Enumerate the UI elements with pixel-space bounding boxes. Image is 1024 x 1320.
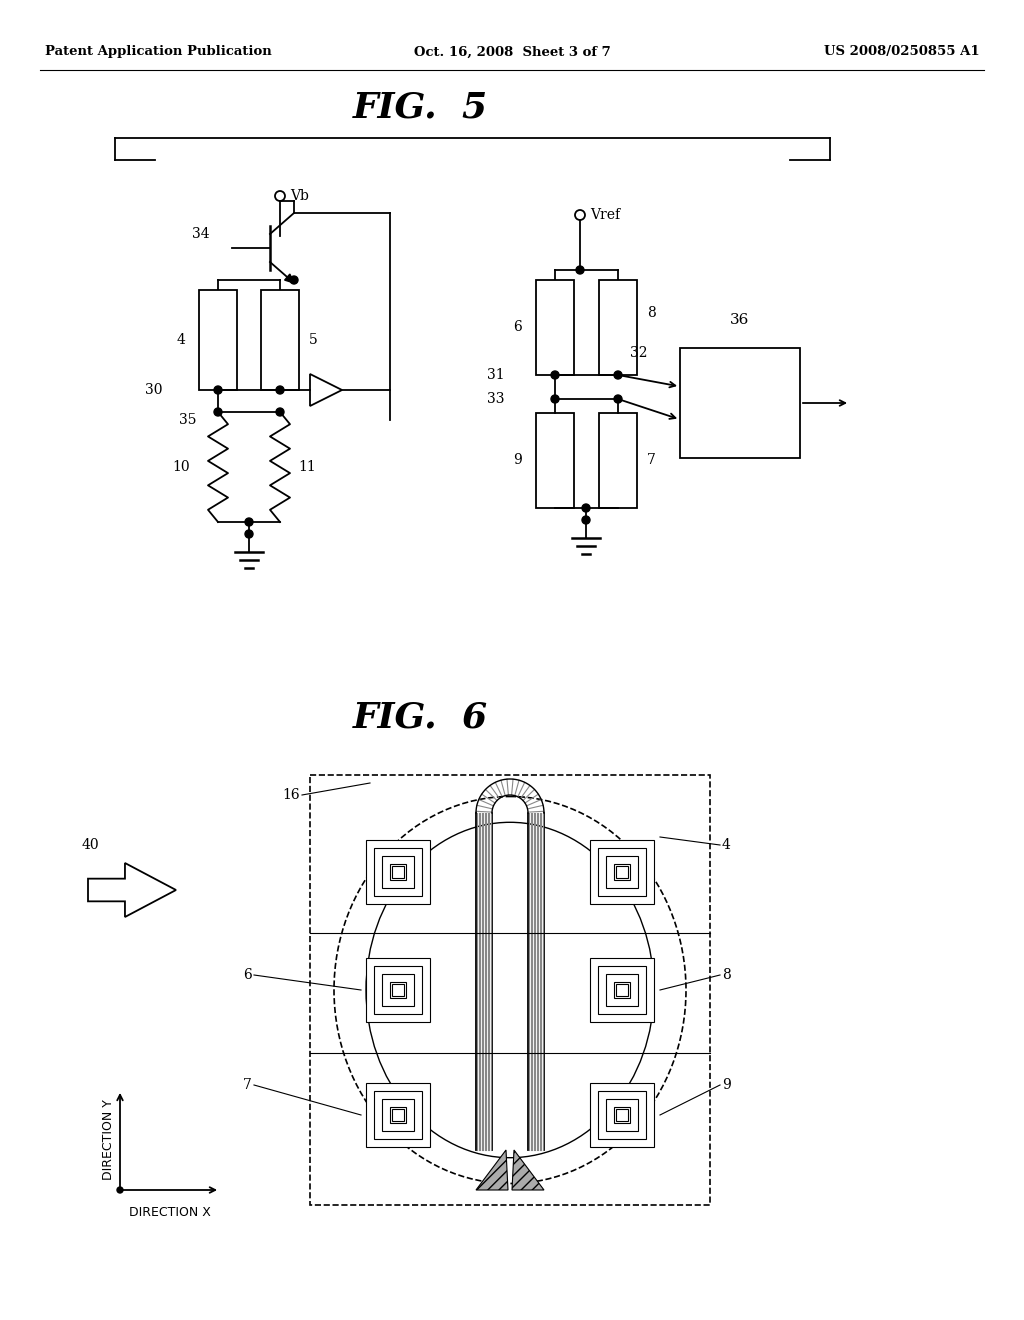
Bar	[366, 840, 430, 904]
Bar	[366, 1082, 430, 1147]
Circle shape	[245, 517, 253, 525]
Text: Oct. 16, 2008  Sheet 3 of 7: Oct. 16, 2008 Sheet 3 of 7	[414, 45, 610, 58]
Bar	[598, 847, 646, 896]
Text: 4: 4	[176, 333, 185, 347]
Bar	[374, 847, 422, 896]
Bar	[392, 983, 404, 997]
Circle shape	[582, 504, 590, 512]
Circle shape	[245, 531, 253, 539]
Text: 6: 6	[513, 319, 522, 334]
Text: FIG.  5: FIG. 5	[352, 91, 487, 125]
Bar	[536, 280, 574, 375]
Circle shape	[276, 408, 284, 416]
Text: 35: 35	[178, 413, 196, 426]
Bar	[616, 1109, 628, 1121]
Bar	[382, 974, 414, 1006]
Bar	[614, 1107, 630, 1123]
Circle shape	[214, 408, 222, 416]
Text: 8: 8	[647, 306, 655, 319]
Polygon shape	[476, 1150, 508, 1191]
Bar	[374, 966, 422, 1014]
Bar	[390, 982, 406, 998]
Bar	[616, 866, 628, 878]
Circle shape	[614, 371, 622, 379]
Text: Vref: Vref	[590, 209, 621, 222]
Text: Patent Application Publication: Patent Application Publication	[45, 45, 271, 58]
Bar	[590, 1082, 654, 1147]
Text: 30: 30	[145, 383, 163, 397]
Text: 10: 10	[172, 459, 190, 474]
Text: US 2008/0250855 A1: US 2008/0250855 A1	[824, 45, 980, 58]
Bar	[392, 1109, 404, 1121]
Text: FIG.  6: FIG. 6	[352, 701, 487, 735]
Text: 40: 40	[82, 838, 99, 851]
Text: 9: 9	[722, 1078, 731, 1092]
Bar	[598, 1092, 646, 1139]
Text: 16: 16	[283, 788, 300, 803]
Bar	[366, 958, 430, 1022]
Circle shape	[551, 395, 559, 403]
Circle shape	[614, 395, 622, 403]
Circle shape	[276, 385, 284, 393]
Text: 7: 7	[243, 1078, 252, 1092]
Bar	[590, 958, 654, 1022]
Bar	[614, 982, 630, 998]
Bar	[199, 290, 237, 389]
Polygon shape	[285, 275, 294, 282]
Circle shape	[117, 1187, 123, 1193]
Bar	[536, 413, 574, 508]
Bar	[310, 775, 710, 1205]
Circle shape	[214, 385, 222, 393]
Text: 34: 34	[193, 227, 210, 242]
Bar	[599, 413, 637, 508]
Bar	[606, 974, 638, 1006]
Text: 5: 5	[309, 333, 317, 347]
Text: 7: 7	[647, 453, 656, 467]
Text: DIRECTION X: DIRECTION X	[129, 1205, 211, 1218]
Bar	[374, 1092, 422, 1139]
Text: 11: 11	[298, 459, 315, 474]
Bar	[606, 1100, 638, 1131]
Bar	[390, 865, 406, 880]
Bar	[680, 348, 800, 458]
Polygon shape	[512, 1150, 544, 1191]
Bar	[261, 290, 299, 389]
Circle shape	[290, 276, 298, 284]
Text: DIRECTION Y: DIRECTION Y	[101, 1100, 115, 1180]
Text: 8: 8	[722, 968, 731, 982]
Circle shape	[575, 267, 584, 275]
Text: 4: 4	[722, 838, 731, 851]
Bar	[590, 840, 654, 904]
Text: 32: 32	[630, 346, 647, 360]
Circle shape	[582, 516, 590, 524]
Bar	[614, 865, 630, 880]
Text: 36: 36	[730, 313, 750, 327]
Bar	[616, 983, 628, 997]
Circle shape	[551, 371, 559, 379]
Bar	[390, 1107, 406, 1123]
Text: Vb: Vb	[290, 189, 309, 203]
Text: 33: 33	[487, 392, 505, 407]
Bar	[599, 280, 637, 375]
Bar	[382, 1100, 414, 1131]
Bar	[382, 855, 414, 888]
Text: 31: 31	[487, 368, 505, 381]
Bar	[598, 966, 646, 1014]
Bar	[606, 855, 638, 888]
Text: 9: 9	[513, 453, 522, 467]
Bar	[392, 866, 404, 878]
Text: 6: 6	[244, 968, 252, 982]
